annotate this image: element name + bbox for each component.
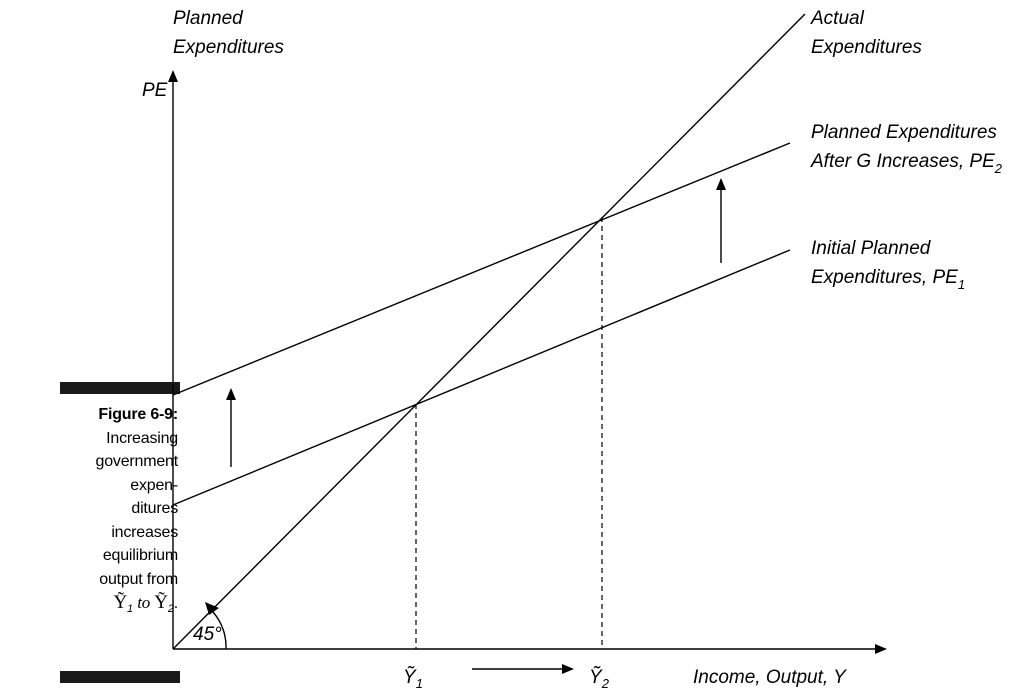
y-axis-symbol: PE <box>142 80 168 101</box>
actual-label-line1: Actual <box>810 8 865 29</box>
caption-top-rule <box>60 382 180 394</box>
angle-arc <box>212 611 227 650</box>
y1-sub: 1 <box>416 676 423 689</box>
caption-y1-sub: 1 <box>127 603 133 616</box>
pe1-label-line2: Expenditures, PE1 <box>811 267 965 292</box>
caption-line-3: expen- <box>130 476 178 494</box>
pe2-label-line1: Planned Expenditures <box>811 122 997 143</box>
y1-label: Ỹ1 <box>403 666 423 689</box>
pe2-label-line2: After G Increases, PE2 <box>810 151 1003 176</box>
pe1-line <box>172 249 791 506</box>
y2-symbol: Ỹ <box>589 666 603 688</box>
y2-sub: 2 <box>601 676 610 689</box>
caption-to: to <box>137 593 151 612</box>
caption-y2-sub: 2 <box>167 603 174 616</box>
y1-symbol: Ỹ <box>403 666 417 688</box>
caption-y1-symbol: Ỹ <box>113 592 128 613</box>
y-axis-title-line2: Expenditures <box>173 37 284 58</box>
caption-line-6: equilibrium <box>102 547 178 564</box>
pe1-label-sub: 1 <box>958 277 965 292</box>
angle-arc-arrowhead <box>205 602 219 615</box>
pe1-label-line1: Initial Planned <box>811 238 932 259</box>
figure-label: Figure 6-9: <box>98 406 178 423</box>
caption-bottom-rule <box>60 671 180 683</box>
y2-label: Ỹ2 <box>589 666 610 689</box>
figure-caption: Figure 6-9: Increasing government expen-… <box>0 403 179 622</box>
caption-y2-symbol: Ỹ <box>154 592 168 613</box>
pe2-label-sub: 2 <box>994 161 1003 176</box>
x-axis-title: Income, Output, Y <box>693 667 847 688</box>
caption-line-4: ditures <box>131 500 178 517</box>
caption-line-7: output from <box>99 570 178 588</box>
pe2-label-text: After G Increases, PE <box>810 151 995 172</box>
caption-line-2: government <box>95 453 179 470</box>
pe1-label-text: Expenditures, PE <box>811 267 958 288</box>
actual-label-line2: Expenditures <box>811 37 922 58</box>
y-axis-title-line1: Planned <box>173 8 244 29</box>
caption-line-1: Increasing <box>106 429 178 447</box>
actual-expenditures-line <box>172 13 806 650</box>
caption-period: . <box>173 595 178 612</box>
caption-line-5: increases <box>111 523 178 541</box>
caption-line-8: Ỹ1 to Ỹ2. <box>0 591 179 622</box>
pe2-line <box>172 142 791 396</box>
angle-label: 45° <box>193 624 222 645</box>
